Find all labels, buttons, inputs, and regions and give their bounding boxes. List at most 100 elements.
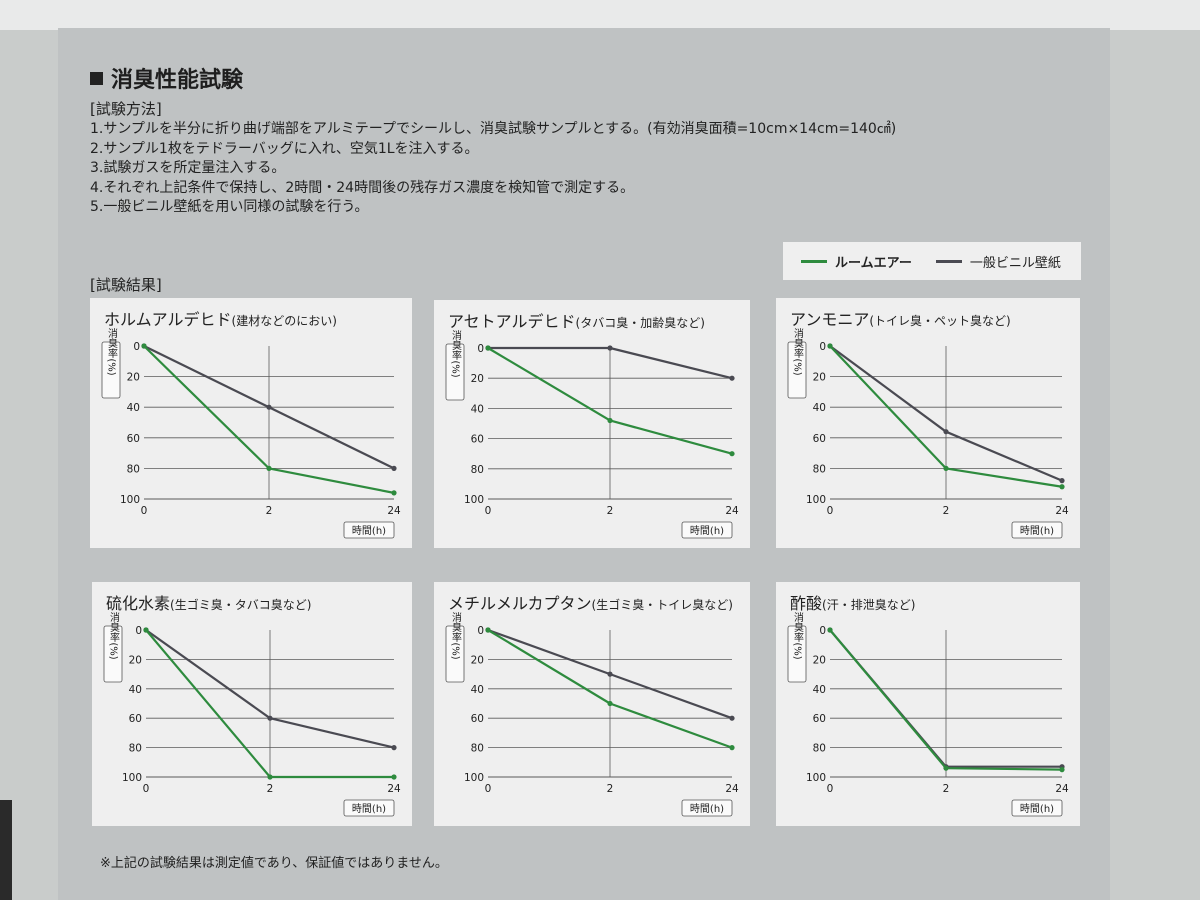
data-point	[827, 627, 833, 633]
y-axis-label-box	[445, 625, 465, 683]
legend-swatch-gray	[935, 259, 962, 263]
chart-title-main: アセトアルデヒド	[448, 312, 576, 331]
x-axis-label: 時間(h)	[1020, 525, 1054, 537]
x-tick-label: 2	[266, 505, 273, 517]
chart-panel: メチルメルカプタン(生ゴミ臭・トイレ臭など) 0 20 40 60 80 100 0 2 24 消臭…	[434, 582, 750, 826]
chart-subtitle: (トイレ臭・ペット臭など)	[869, 313, 1010, 328]
data-point	[266, 465, 272, 471]
x-axis-label-box	[681, 799, 733, 817]
legend-item-vinyl: 一般ビニル壁紙	[935, 252, 1061, 271]
legend-label: 一般ビニル壁紙	[969, 255, 1061, 271]
data-point	[607, 671, 613, 677]
y-axis-label: 消臭率(%)	[106, 327, 118, 376]
chart-title: ホルムアルデヒド(建材などのにおい)	[104, 310, 337, 329]
data-point	[391, 490, 397, 496]
x-tick-label: 0	[827, 505, 834, 517]
chart-title: アセトアルデヒド(タバコ臭・加齢臭など)	[448, 312, 705, 331]
x-tick-label: 0	[485, 505, 492, 517]
y-axis-label: 消臭率(%)	[792, 327, 804, 376]
method-step: 1.サンプルを半分に折り曲げ端部をアルミテープでシールし、消臭試験サンプルとする…	[90, 121, 897, 137]
square-bullet-icon	[90, 72, 103, 85]
chart-title: メチルメルカプタン(生ゴミ臭・トイレ臭など)	[448, 594, 733, 613]
x-tick-label: 24	[1055, 783, 1069, 795]
y-tick-label: 40	[471, 403, 484, 415]
data-point	[729, 375, 735, 381]
y-tick-label: 100	[120, 494, 140, 506]
data-point	[485, 627, 491, 633]
y-axis-label-box	[445, 343, 465, 401]
chart-title: 酢酸(汗・排泄臭など)	[790, 594, 915, 613]
y-tick-label: 20	[129, 654, 142, 666]
y-tick-label: 40	[813, 684, 826, 696]
page-title: 消臭性能試験	[90, 62, 243, 94]
y-tick-label: 0	[819, 341, 826, 353]
y-tick-label: 60	[471, 434, 484, 446]
method-step: 5.一般ビニル壁紙を用い同様の試験を行う。	[90, 199, 369, 215]
y-tick-label: 20	[127, 372, 140, 384]
chart-title-main: メチルメルカプタン	[448, 594, 592, 613]
data-point	[607, 700, 613, 707]
y-tick-label: 40	[129, 684, 142, 696]
y-tick-label: 80	[127, 463, 140, 475]
y-axis-label-box	[787, 625, 807, 683]
data-point	[943, 465, 949, 471]
paper-top-edge	[0, 0, 1200, 30]
chart-title-main: ホルムアルデヒド	[104, 310, 232, 329]
x-tick-label: 0	[485, 783, 492, 795]
y-tick-label: 80	[813, 463, 826, 475]
y-tick-label: 0	[477, 625, 484, 637]
x-axis-label: 時間(h)	[352, 525, 386, 537]
x-tick-label: 24	[1055, 505, 1069, 517]
x-axis-label-box	[681, 521, 733, 539]
chart-title-main: アンモニア	[790, 310, 869, 329]
y-tick-label: 80	[471, 464, 484, 476]
data-point	[391, 465, 397, 471]
y-tick-label: 100	[464, 772, 484, 784]
y-axis-label: 消臭率(%)	[108, 611, 120, 660]
y-tick-label: 100	[122, 772, 142, 784]
x-axis-label: 時間(h)	[352, 803, 386, 815]
legend-label: ルームエアー	[835, 255, 912, 271]
x-axis-label-box	[1011, 799, 1063, 817]
x-axis-label: 時間(h)	[1020, 803, 1054, 815]
method-step: 2.サンプル1枚をテドラーバッグに入れ、空気1Lを注入する。	[90, 140, 479, 157]
y-tick-label: 60	[813, 433, 826, 445]
y-tick-label: 60	[813, 713, 826, 725]
y-axis-label: 消臭率(%)	[450, 611, 462, 660]
data-point	[267, 774, 273, 780]
chart-title-main: 酢酸	[790, 594, 822, 613]
y-tick-label: 100	[806, 494, 826, 506]
legend-swatch-green	[801, 259, 827, 263]
x-tick-label: 2	[267, 783, 274, 795]
data-point	[729, 715, 735, 721]
data-point	[1059, 767, 1065, 773]
y-tick-label: 60	[129, 713, 142, 725]
x-axis-label: 時間(h)	[690, 525, 724, 537]
y-tick-label: 80	[129, 743, 142, 755]
x-tick-label: 2	[943, 505, 950, 517]
y-tick-label: 40	[127, 402, 140, 414]
x-axis-label-box	[1011, 521, 1063, 539]
data-point	[266, 404, 272, 410]
x-axis-label: 時間(h)	[690, 803, 724, 815]
x-tick-label: 2	[607, 505, 614, 517]
y-tick-label: 80	[471, 743, 484, 755]
x-tick-label: 2	[943, 783, 950, 795]
y-tick-label: 40	[471, 684, 484, 696]
data-point	[827, 343, 833, 349]
method-heading: [試験方法]	[90, 100, 162, 118]
y-tick-label: 100	[464, 494, 484, 506]
chart-title-main: 硫化水素	[106, 594, 170, 613]
chart-panel: 硫化水素(生ゴミ臭・タバコ臭など) 0 20 40 60 80 100 0 2 24 消臭率(%) 時…	[92, 582, 412, 826]
method-steps: 1.サンプルを半分に折り曲げ端部をアルミテープでシールし、消臭試験サンプルとする…	[90, 120, 896, 218]
y-tick-label: 40	[813, 402, 826, 414]
chart-panel: 酢酸(汗・排泄臭など) 0 20 40 60 80 100 0 2 24 消臭率(%) 時間(h)	[776, 582, 1080, 826]
y-tick-label: 0	[477, 343, 484, 355]
y-axis-label: 消臭率(%)	[450, 329, 462, 378]
y-tick-label: 20	[471, 654, 484, 666]
data-point	[729, 451, 735, 457]
chart-panel: ホルムアルデヒド(建材などのにおい) 0 20 40 60 80 100 0 2 24 消臭率(%)…	[90, 298, 412, 548]
